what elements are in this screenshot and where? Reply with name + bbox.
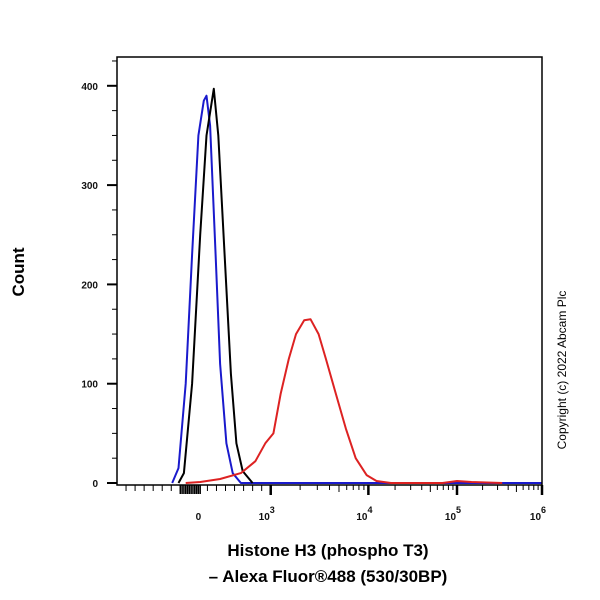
x-tick-exponent: 6 (541, 505, 546, 515)
y-tick-label: 300 (81, 181, 98, 192)
x-tick-base: 10 (356, 512, 368, 523)
series-black-line (177, 87, 254, 484)
y-tick-label: 200 (81, 280, 98, 291)
plot-frame (116, 56, 543, 486)
x-tick-base: 10 (259, 512, 271, 523)
x-tick-label: 0 (196, 512, 202, 523)
series-blue-line (171, 94, 542, 484)
x-tick-label: 105 (445, 505, 461, 523)
x-tick-exponent: 5 (456, 505, 461, 515)
x-axis-title-line2: – Alexa Fluor®488 (530/30BP) (209, 567, 448, 586)
y-axis-title: Count (9, 247, 28, 296)
x-axis-title-line1: Histone H3 (phospho T3) (227, 541, 428, 560)
x-tick-base: 0 (196, 512, 202, 523)
x-tick-exponent: 3 (270, 505, 275, 515)
x-tick-label: 106 (530, 505, 546, 523)
x-tick-exponent: 4 (367, 505, 372, 515)
x-tick-base: 10 (445, 512, 457, 523)
copyright-text: Copyright (c) 2022 Abcam Plc (555, 291, 569, 450)
x-tick-base: 10 (530, 512, 542, 523)
y-tick-label: 0 (92, 479, 98, 490)
y-tick-label: 400 (81, 82, 98, 93)
x-tick-label: 104 (356, 505, 372, 523)
y-tick-label: 100 (81, 380, 98, 391)
series-red-line (185, 318, 503, 484)
x-tick-label: 103 (259, 505, 275, 523)
